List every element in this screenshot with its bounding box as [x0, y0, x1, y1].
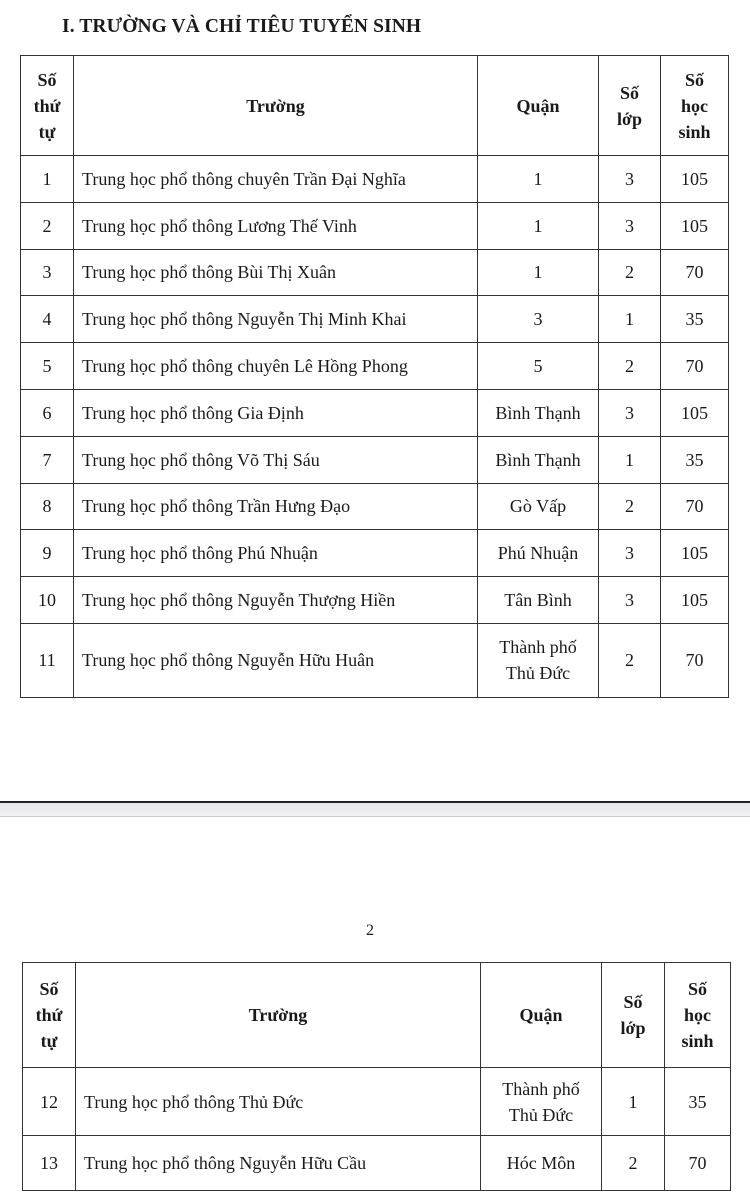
- cell-so-lop: 3: [598, 388, 661, 437]
- cell-quan: Gò Vấp: [477, 482, 599, 531]
- cell-truong: Trung học phổ thông chuyên Trần Đại Nghĩ…: [73, 155, 478, 203]
- cell-so-lop: 2: [598, 342, 661, 390]
- cell-truong: Trung học phổ thông Trần Hưng Đạo: [73, 482, 478, 531]
- cell-stt: 8: [20, 482, 74, 531]
- header-quan: Quận: [480, 962, 602, 1068]
- cell-so-hoc-sinh: 35: [664, 1067, 731, 1136]
- cell-so-lop: 3: [598, 576, 661, 624]
- cell-stt: 13: [22, 1135, 76, 1191]
- admission-table-page1: Số thứ tự Trường Quận Số lớp Số học sinh…: [20, 55, 729, 698]
- cell-quan: 1: [477, 248, 599, 297]
- cell-quan: 1: [477, 155, 599, 203]
- cell-quan: Thành phố Thủ Đức: [477, 622, 599, 698]
- cell-so-lop: 3: [598, 155, 661, 203]
- header-stt: Số thứ tự: [20, 55, 74, 156]
- header-truong: Trường: [73, 55, 478, 156]
- admission-table-page2: Số thứ tự Trường Quận Số lớp Số học sinh…: [22, 962, 731, 1191]
- cell-quan: Bình Thạnh: [477, 388, 599, 437]
- header-stt: Số thứ tự: [22, 962, 76, 1068]
- cell-so-hoc-sinh: 70: [660, 482, 729, 531]
- cell-quan: 5: [477, 342, 599, 390]
- table-row: 10 Trung học phổ thông Nguyễn Thượng Hiền…: [20, 576, 729, 624]
- header-so-hoc-sinh: Số học sinh: [660, 55, 729, 156]
- cell-so-lop: 2: [598, 622, 661, 698]
- cell-so-hoc-sinh: 35: [660, 295, 729, 344]
- cell-quan: Tân Bình: [477, 576, 599, 624]
- cell-truong: Trung học phổ thông Gia Định: [73, 388, 478, 437]
- page-break-gap: [0, 803, 750, 817]
- table-header-row: Số thứ tự Trường Quận Số lớp Số học sinh: [22, 962, 731, 1068]
- cell-stt: 11: [20, 622, 74, 698]
- section-title: I. TRƯỜNG VÀ CHỈ TIÊU TUYỂN SINH: [62, 16, 422, 37]
- cell-truong: Trung học phổ thông Nguyễn Hữu Cầu: [75, 1135, 481, 1191]
- cell-stt: 9: [20, 529, 74, 578]
- cell-so-lop: 2: [598, 482, 661, 531]
- table-row: 1 Trung học phổ thông chuyên Trần Đại Ngh…: [20, 155, 729, 203]
- cell-truong: Trung học phổ thông Nguyễn Hữu Huân: [73, 622, 478, 698]
- cell-stt: 12: [22, 1067, 76, 1136]
- cell-quan: 3: [477, 295, 599, 344]
- table-row: 8 Trung học phổ thông Trần Hưng Đạo Gò Vấp…: [20, 482, 729, 531]
- cell-stt: 4: [20, 295, 74, 344]
- cell-so-hoc-sinh: 70: [660, 622, 729, 698]
- cell-stt: 3: [20, 248, 74, 297]
- cell-so-hoc-sinh: 105: [660, 201, 729, 250]
- table-row: 7 Trung học phổ thông Võ Thị Sáu Bình Thạn…: [20, 435, 729, 484]
- header-quan: Quận: [477, 55, 599, 156]
- cell-stt: 6: [20, 388, 74, 437]
- cell-stt: 10: [20, 576, 74, 624]
- header-truong: Trường: [75, 962, 481, 1068]
- table-row: 5 Trung học phổ thông chuyên Lê Hồng Phon…: [20, 342, 729, 390]
- cell-so-hoc-sinh: 105: [660, 529, 729, 578]
- cell-so-hoc-sinh: 105: [660, 388, 729, 437]
- cell-truong: Trung học phổ thông Thủ Đức: [75, 1067, 481, 1136]
- cell-truong: Trung học phổ thông Võ Thị Sáu: [73, 435, 478, 484]
- cell-truong: Trung học phổ thông Nguyễn Thị Minh Khai: [73, 295, 478, 344]
- cell-so-lop: 3: [598, 529, 661, 578]
- cell-quan: Thành phố Thủ Đức: [480, 1067, 602, 1136]
- cell-so-lop: 2: [598, 248, 661, 297]
- table-row: 2 Trung học phổ thông Lương Thế Vinh 1 3 105: [20, 201, 729, 250]
- header-so-lop: Số lớp: [601, 962, 665, 1068]
- cell-truong: Trung học phổ thông Lương Thế Vinh: [73, 201, 478, 250]
- cell-quan: Phú Nhuận: [477, 529, 599, 578]
- header-so-hoc-sinh: Số học sinh: [664, 962, 731, 1068]
- cell-so-lop: 1: [598, 295, 661, 344]
- cell-quan: 1: [477, 201, 599, 250]
- table-row: 6 Trung học phổ thông Gia Định Bình Thạnh 3…: [20, 388, 729, 437]
- table-row: 11 Trung học phổ thông Nguyễn Hữu Huân Thà…: [20, 622, 729, 698]
- cell-truong: Trung học phổ thông chuyên Lê Hồng Phong: [73, 342, 478, 390]
- table-header-row: Số thứ tự Trường Quận Số lớp Số học sinh: [20, 55, 729, 156]
- cell-so-hoc-sinh: 35: [660, 435, 729, 484]
- cell-so-hoc-sinh: 70: [660, 342, 729, 390]
- table-row: 12 Trung học phổ thông Thủ Đức Thành phố T…: [22, 1067, 731, 1136]
- cell-so-hoc-sinh: 105: [660, 576, 729, 624]
- cell-stt: 2: [20, 201, 74, 250]
- table-row: 4 Trung học phổ thông Nguyễn Thị Minh Kha…: [20, 295, 729, 344]
- page-number: 2: [366, 922, 374, 939]
- cell-truong: Trung học phổ thông Nguyễn Thượng Hiền: [73, 576, 478, 624]
- cell-quan: Bình Thạnh: [477, 435, 599, 484]
- cell-truong: Trung học phổ thông Phú Nhuận: [73, 529, 478, 578]
- cell-so-lop: 3: [598, 201, 661, 250]
- cell-so-hoc-sinh: 70: [660, 248, 729, 297]
- cell-stt: 1: [20, 155, 74, 203]
- table-row: 13 Trung học phổ thông Nguyễn Hữu Cầu Hóc …: [22, 1135, 731, 1191]
- cell-so-hoc-sinh: 105: [660, 155, 729, 203]
- cell-quan: Hóc Môn: [480, 1135, 602, 1191]
- page-break-line: [0, 801, 750, 803]
- cell-truong: Trung học phổ thông Bùi Thị Xuân: [73, 248, 478, 297]
- header-so-lop: Số lớp: [598, 55, 661, 156]
- table-row: 9 Trung học phổ thông Phú Nhuận Phú Nhuận 3…: [20, 529, 729, 578]
- cell-so-lop: 1: [598, 435, 661, 484]
- cell-stt: 5: [20, 342, 74, 390]
- table-row: 3 Trung học phổ thông Bùi Thị Xuân 1 2 70: [20, 248, 729, 297]
- cell-so-lop: 2: [601, 1135, 665, 1191]
- cell-so-hoc-sinh: 70: [664, 1135, 731, 1191]
- cell-so-lop: 1: [601, 1067, 665, 1136]
- cell-stt: 7: [20, 435, 74, 484]
